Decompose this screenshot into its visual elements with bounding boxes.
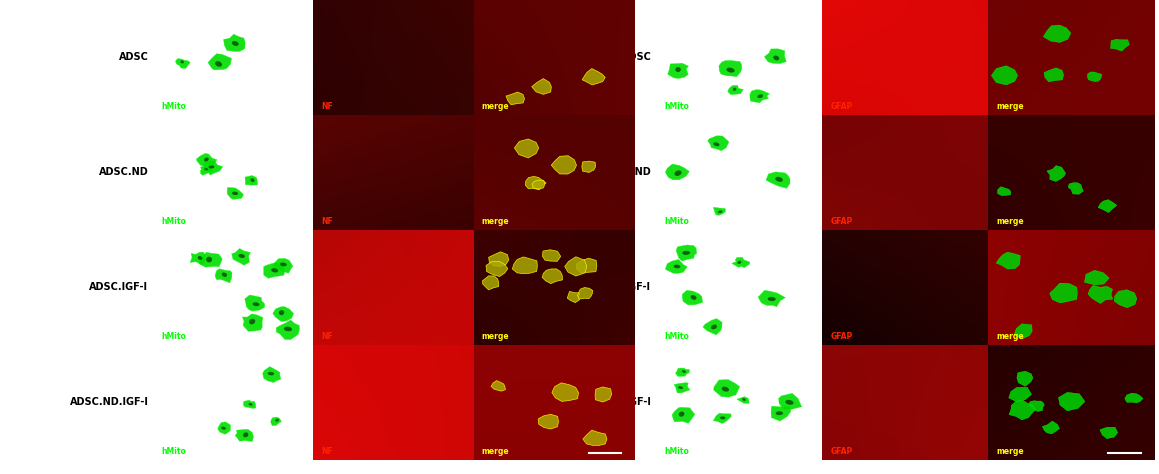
Text: ADSC.IGF-I: ADSC.IGF-I <box>592 283 651 292</box>
Text: ADSC.ND.IGF-I: ADSC.ND.IGF-I <box>573 397 651 407</box>
Text: ADSC.ND: ADSC.ND <box>602 167 651 177</box>
Text: ADSC.ND: ADSC.ND <box>99 167 148 177</box>
Text: ADSC.ND.IGF-I: ADSC.ND.IGF-I <box>70 397 148 407</box>
Text: ADSC: ADSC <box>118 53 148 63</box>
Text: ADSC: ADSC <box>621 53 651 63</box>
Text: ADSC.IGF-I: ADSC.IGF-I <box>89 283 148 292</box>
